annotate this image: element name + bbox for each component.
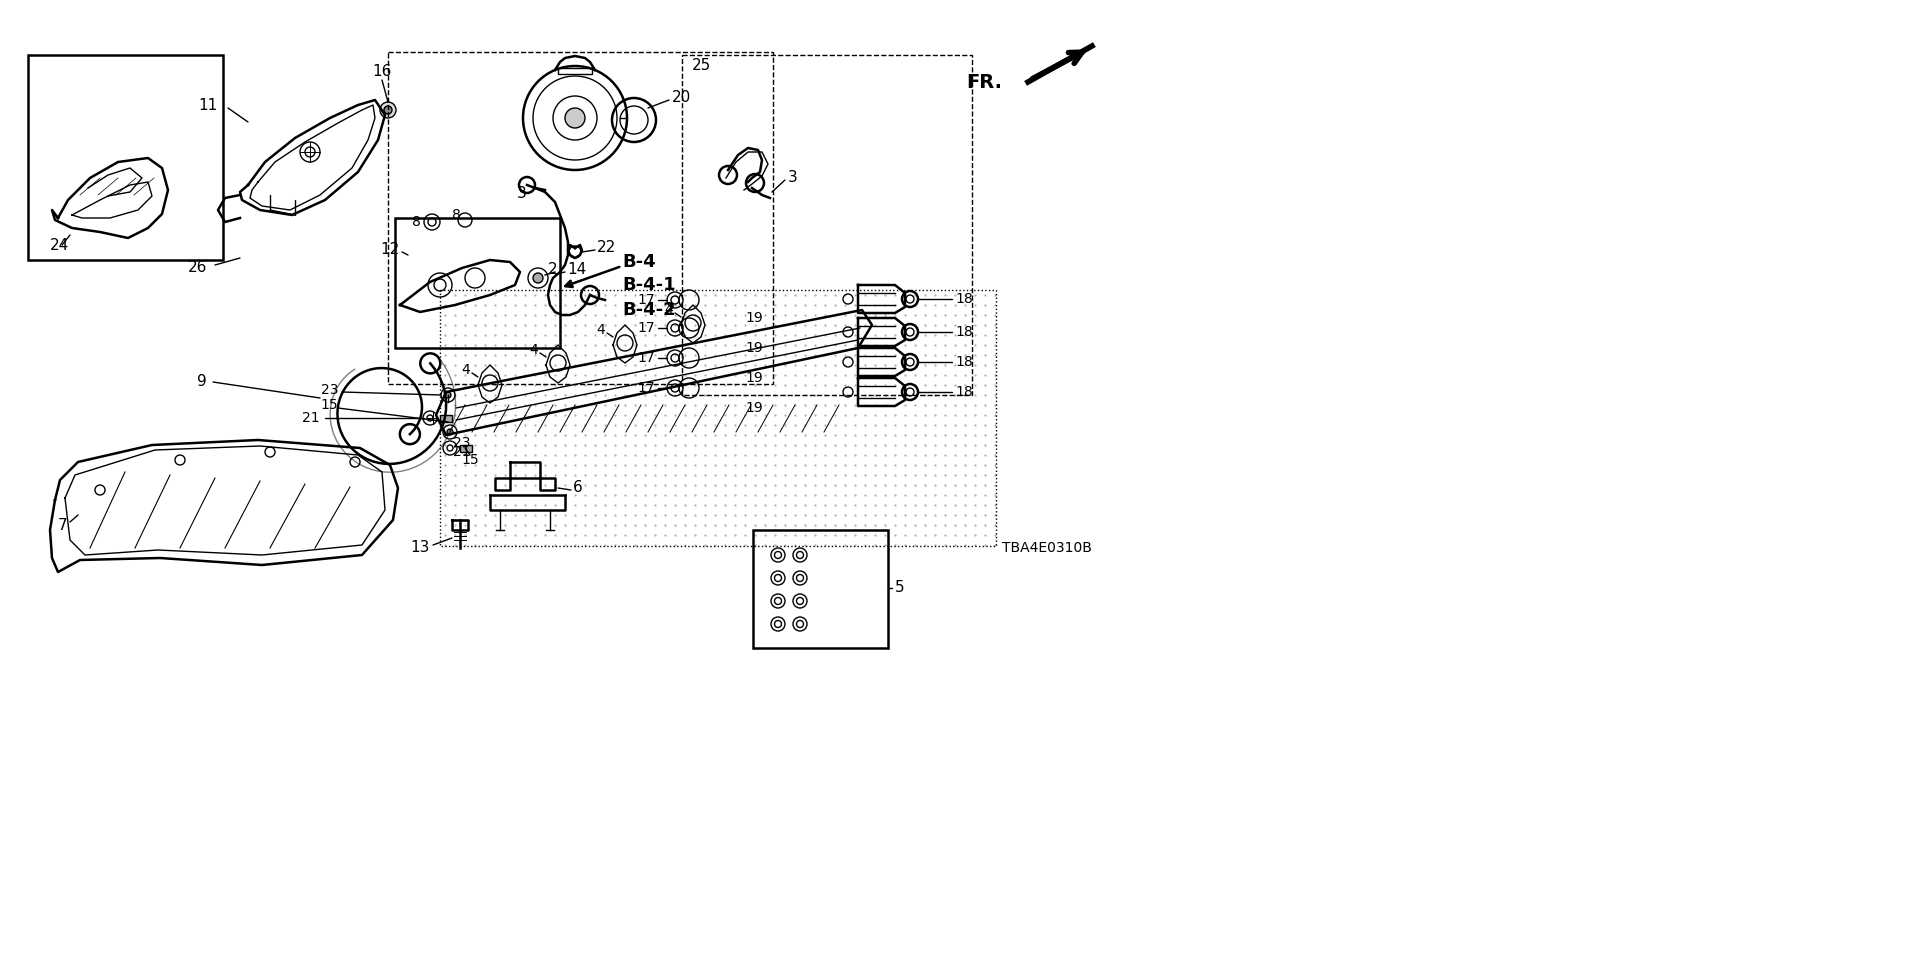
Text: 13: 13	[411, 540, 430, 556]
Bar	[388, 52, 774, 384]
Circle shape	[447, 429, 453, 435]
Text: 12: 12	[380, 243, 399, 257]
Text: 14: 14	[566, 262, 586, 277]
Text: 18: 18	[954, 292, 973, 306]
Text: 8: 8	[451, 208, 461, 222]
Bar	[29, 55, 223, 260]
Text: 19: 19	[745, 311, 762, 325]
Text: 24: 24	[50, 237, 69, 252]
Text: 17: 17	[637, 381, 655, 395]
Text: 18: 18	[954, 355, 973, 369]
Circle shape	[380, 102, 396, 118]
Text: 2: 2	[549, 262, 559, 277]
Circle shape	[384, 106, 392, 114]
Text: 4: 4	[461, 363, 470, 377]
Text: 22: 22	[597, 241, 616, 255]
Bar	[440, 415, 451, 422]
Text: 18: 18	[954, 325, 973, 339]
Text: 15: 15	[461, 453, 478, 467]
Text: 20: 20	[672, 90, 691, 106]
Text: 17: 17	[637, 351, 655, 365]
Text: 26: 26	[188, 259, 207, 275]
Text: 21: 21	[453, 445, 470, 459]
Bar	[396, 218, 561, 348]
Text: 4: 4	[597, 323, 605, 337]
Text: B-4-2: B-4-2	[622, 301, 676, 319]
Text: B-4-1: B-4-1	[622, 276, 676, 294]
Text: 3: 3	[787, 171, 797, 185]
Text: 18: 18	[954, 385, 973, 399]
Text: 7: 7	[58, 517, 67, 533]
Text: 15: 15	[321, 398, 338, 412]
Circle shape	[445, 392, 451, 398]
Circle shape	[534, 273, 543, 283]
Text: 11: 11	[200, 98, 219, 112]
Text: 23: 23	[321, 383, 338, 397]
Text: 25: 25	[691, 58, 710, 73]
Text: 21: 21	[301, 411, 321, 425]
Text: 19: 19	[745, 341, 762, 355]
Text: 4: 4	[664, 303, 674, 317]
Text: 8: 8	[413, 215, 420, 229]
Text: 23: 23	[453, 436, 470, 450]
Text: 19: 19	[745, 371, 762, 385]
Text: 3: 3	[516, 185, 526, 201]
Text: 17: 17	[637, 321, 655, 335]
Text: 6: 6	[572, 481, 584, 495]
Bar	[440, 290, 996, 546]
Text: 5: 5	[895, 581, 904, 595]
Text: TBA4E0310B: TBA4E0310B	[1002, 541, 1092, 555]
Text: FR.: FR.	[966, 73, 1002, 91]
Bar	[461, 445, 472, 452]
Bar	[682, 55, 972, 395]
Text: 19: 19	[745, 401, 762, 415]
Text: 17: 17	[637, 293, 655, 307]
Text: B-4: B-4	[622, 253, 655, 271]
Text: 16: 16	[372, 64, 392, 80]
Text: 9: 9	[198, 374, 207, 390]
Bar	[753, 530, 887, 648]
Text: 4: 4	[530, 343, 538, 357]
Circle shape	[564, 108, 586, 128]
